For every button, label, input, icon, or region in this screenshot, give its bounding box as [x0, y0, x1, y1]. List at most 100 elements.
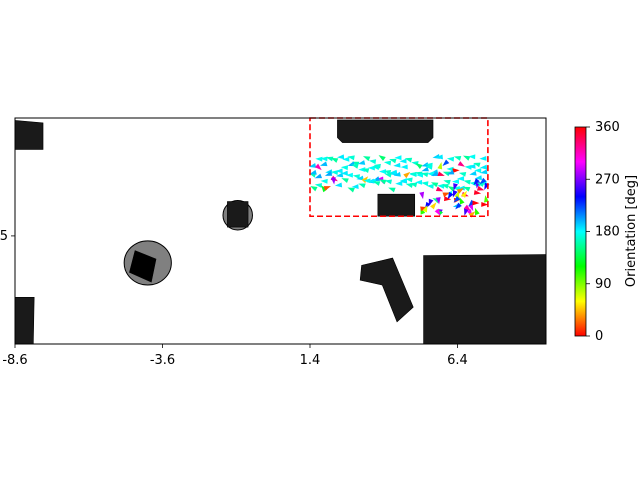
orientation-arrow-107 [351, 184, 359, 189]
colorbar: 0 90 180 270 360 Orientation [deg] [574, 120, 639, 344]
orientation-arrow-124 [441, 184, 449, 189]
orientation-arrow-72 [340, 170, 348, 176]
orientation-arrow-127 [457, 185, 465, 191]
orientation-arrow-171 [463, 204, 471, 211]
orientation-arrow-84 [405, 177, 413, 183]
orientation-arrow-98 [480, 169, 488, 175]
center-block [377, 193, 416, 217]
orientation-arrow-169 [461, 190, 467, 198]
orientation-arrow-25 [442, 159, 450, 167]
y-tick-label-0: 1.5 [0, 229, 8, 244]
orientation-arrow-71 [335, 172, 344, 178]
x-tick-label-0: -8.6 [2, 353, 27, 368]
orientation-arrow-26 [446, 156, 455, 162]
orientation-arrow-148 [419, 191, 425, 200]
orientation-arrow-35 [320, 161, 328, 167]
orientation-arrow-100 [314, 183, 323, 188]
orientation-arrow-119 [415, 179, 423, 185]
orientation-arrow-175 [422, 205, 428, 213]
axes-frame [14, 117, 547, 345]
bottom-right-block [423, 254, 546, 344]
orientation-arrow-58 [442, 171, 451, 177]
orientation-arrow-104 [334, 182, 343, 188]
orientation-arrow-109 [363, 178, 371, 184]
orientation-arrow-156 [442, 192, 450, 198]
goal-region-layer [309, 117, 489, 218]
orientation-arrow-95 [463, 179, 471, 185]
orientation-arrow-103 [330, 177, 336, 185]
orientation-arrow-69 [324, 171, 333, 176]
orientation-arrow-132 [481, 201, 489, 207]
orientation-arrow-121 [426, 184, 434, 189]
orientation-arrow-176 [472, 200, 480, 206]
orientation-arrow-45 [372, 165, 380, 170]
x-tick-label-2: 1.4 [300, 353, 321, 368]
orientation-arrow-60 [452, 168, 460, 174]
orientation-arrow-59 [446, 166, 454, 172]
wall-top-left [15, 120, 44, 150]
orientation-arrow-106 [347, 187, 355, 193]
orientation-arrow-11 [368, 159, 377, 165]
orientation-arrow-31 [473, 162, 481, 168]
orientation-arrow-128 [462, 186, 471, 192]
orientation-arrow-166 [468, 211, 476, 218]
plot-area [14, 117, 547, 345]
middle-square [227, 201, 249, 228]
orientation-arrow-18 [404, 157, 413, 163]
orientation-arrow-80 [384, 172, 392, 178]
orientation-arrow-167 [456, 188, 464, 194]
orientation-arrow-117 [405, 183, 414, 188]
orientation-arrow-102 [323, 186, 332, 191]
orientation-arrow-108 [358, 183, 366, 189]
orientation-arrow-7 [347, 155, 355, 161]
orientation-arrow-67 [314, 173, 323, 179]
orientation-arrow-113 [384, 179, 392, 185]
colorbar-tick-label-2: 180 [595, 225, 620, 240]
colorbar-tick-label-4: 360 [595, 120, 620, 135]
orientation-arrow-149 [474, 207, 480, 216]
orientation-arrow-55 [425, 164, 433, 170]
orientation-arrow-99 [310, 185, 318, 192]
orientation-arrow-92 [447, 169, 455, 175]
orientation-arrow-1 [315, 156, 323, 162]
colorbar-tick-label-3: 270 [595, 172, 620, 187]
orientation-arrow-64 [474, 168, 482, 174]
orientation-arrow-4 [330, 157, 339, 163]
orientation-arrow-29 [463, 155, 471, 161]
goal-region [309, 117, 489, 218]
orientation-arrow-150 [459, 197, 465, 205]
orientation-arrow-38 [335, 168, 343, 174]
orientation-arrow-61 [458, 171, 467, 177]
orientation-arrow-42 [358, 167, 366, 173]
colorbar-tick-label-1: 90 [595, 277, 612, 292]
x-tick-label-3: 6.4 [447, 353, 468, 368]
orientation-arrow-16 [394, 155, 402, 161]
orientation-arrows [308, 154, 490, 218]
orientation-arrow-51 [403, 171, 411, 179]
orientation-arrow-30 [468, 154, 476, 160]
orientation-arrow-76 [361, 176, 369, 184]
orientation-arrow-160 [468, 199, 475, 207]
orientation-arrow-157 [434, 208, 441, 216]
orientation-arrow-49 [393, 162, 401, 168]
orientation-arrow-66 [309, 169, 317, 175]
orientation-arrow-41 [351, 163, 359, 169]
orientation-arrow-43 [361, 168, 370, 174]
orientation-arrow-28 [457, 161, 465, 167]
orientation-arrow-144 [473, 190, 482, 195]
top-bar [337, 119, 434, 143]
orientation-arrow-172 [428, 198, 434, 207]
orientation-arrow-50 [400, 164, 408, 170]
orientation-arrow-164 [484, 195, 489, 203]
orientation-arrow-116 [399, 178, 407, 184]
orientation-arrow-174 [447, 191, 454, 200]
orientation-arrow-13 [378, 155, 386, 162]
orientation-arrow-63 [468, 163, 476, 169]
orientation-arrow-62 [464, 164, 472, 170]
orientation-arrow-153 [453, 195, 461, 203]
orientation-arrow-122 [430, 182, 439, 188]
orientation-arrow-112 [379, 179, 387, 185]
map-layer [15, 119, 546, 344]
orientation-arrow-15 [389, 158, 397, 164]
